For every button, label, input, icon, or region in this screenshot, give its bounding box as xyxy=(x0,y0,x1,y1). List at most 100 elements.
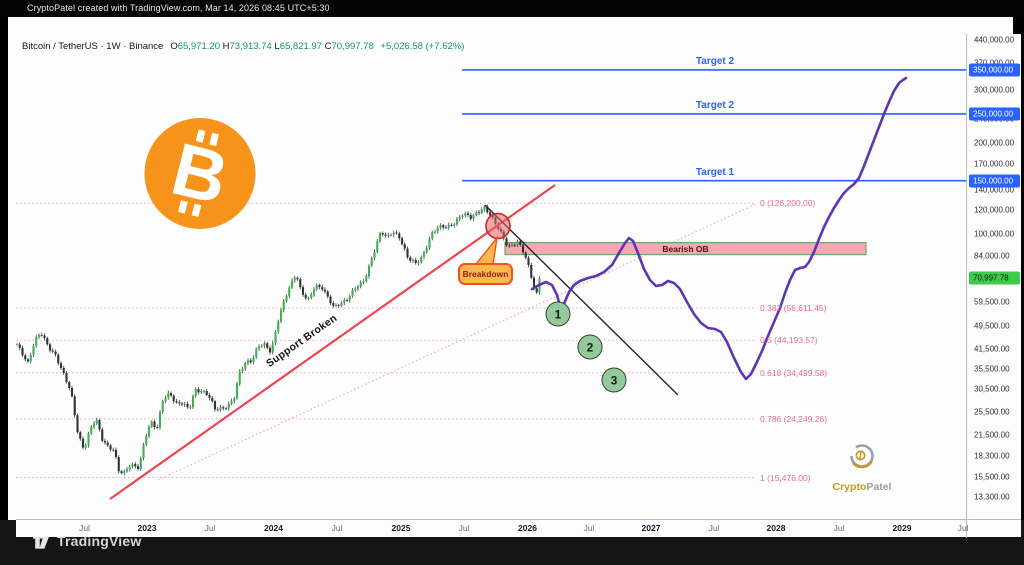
candle-up xyxy=(233,398,236,401)
candle-down xyxy=(519,241,522,245)
candle-down xyxy=(73,396,76,416)
candle-down xyxy=(398,233,401,239)
candle-down xyxy=(224,408,228,410)
fib-level-label[interactable]: 0.382 (56,611.45) xyxy=(760,303,827,314)
breakdown-ellipse[interactable] xyxy=(485,212,511,240)
candle-down xyxy=(486,206,489,213)
price-tick: 84,000.00 xyxy=(974,251,1010,261)
candle-up xyxy=(277,321,280,332)
candle-up xyxy=(35,336,38,347)
fib-level-label[interactable]: 0.786 (24,249.26) xyxy=(760,413,828,424)
candle-down xyxy=(153,421,156,428)
candle-down xyxy=(169,393,173,396)
time-tick-month: Jul xyxy=(458,523,470,533)
candle-down xyxy=(134,464,137,467)
candle-up xyxy=(202,390,206,392)
top-attribution-bar: CryptoPatel created with TradingView.com… xyxy=(0,0,1024,17)
candle-down xyxy=(40,335,43,336)
target-label-1[interactable]: Target 2 xyxy=(695,55,735,67)
symbol-title: Bitcoin / TetherUS · 1W · Binance xyxy=(22,41,164,52)
candle-down xyxy=(54,351,57,355)
candle-up xyxy=(307,297,310,299)
target-label-3[interactable]: Target 1 xyxy=(695,166,735,178)
candle-up xyxy=(158,412,162,428)
candle-down xyxy=(43,335,46,339)
candle-up xyxy=(161,401,164,413)
time-tick-year: 2027 xyxy=(641,523,661,533)
candle-down xyxy=(51,350,54,352)
step-circle-2[interactable]: 2 xyxy=(577,334,603,360)
price-tick: 170,000.00 xyxy=(974,159,1015,169)
time-axis[interactable]: Jul 2023 Jul 2024 Jul 2025 Jul 2026 Jul 2027 Jul 20… xyxy=(16,519,1021,538)
price-tick: 13,300.00 xyxy=(974,492,1010,502)
step-circle-3[interactable]: 3 xyxy=(601,367,627,393)
breakdown-callout[interactable]: Breakdown xyxy=(458,263,513,285)
fib-level-label[interactable]: 0.5 (44,193.57) xyxy=(760,335,818,346)
price-tick: 440,000.00 xyxy=(974,35,1015,45)
time-tick-year: 2026 xyxy=(518,523,537,533)
candle-up xyxy=(461,215,464,218)
symbol-legend[interactable]: Bitcoin / TetherUS · 1W · Binance O65,971… xyxy=(22,41,464,52)
bitcoin-logo-icon: B xyxy=(144,118,256,229)
chart-frame[interactable]: Bitcoin / TetherUS · 1W · Binance O65,971… xyxy=(8,17,1021,538)
candle-down xyxy=(318,285,321,288)
candle-down xyxy=(48,344,52,351)
candle-down xyxy=(409,257,412,261)
candle-up xyxy=(194,389,197,396)
ohlc-value: 65,821.97 xyxy=(279,41,325,52)
price-tick: 200,000.00 xyxy=(974,138,1015,148)
support-broken-label[interactable]: Support Broken xyxy=(264,312,340,370)
candle-up xyxy=(142,444,145,459)
candle-down xyxy=(112,449,115,451)
candle-up xyxy=(147,426,151,436)
support-trendline[interactable] xyxy=(109,184,556,500)
candle-down xyxy=(26,359,30,362)
candle-up xyxy=(310,294,313,298)
candle-up xyxy=(312,289,316,295)
candle-up xyxy=(362,281,365,283)
fib-level-label[interactable]: 0.618 (34,499.58) xyxy=(760,367,828,378)
candle-up xyxy=(447,224,450,228)
price-tick: 300,000.00 xyxy=(974,85,1015,95)
candle-down xyxy=(205,390,208,396)
candle-down xyxy=(337,305,340,307)
candle-down xyxy=(535,288,538,293)
candle-down xyxy=(530,264,533,278)
time-tick-year: 2023 xyxy=(137,523,157,533)
candle-down xyxy=(466,213,470,215)
candle-down xyxy=(521,244,525,253)
candle-up xyxy=(90,426,93,434)
candle-up xyxy=(378,233,382,242)
target-label-2[interactable]: Target 2 xyxy=(695,99,735,111)
candle-up xyxy=(271,343,274,353)
bearish-ob-label[interactable]: Bearish OB xyxy=(662,243,709,254)
candle-up xyxy=(145,435,148,445)
time-tick-year: 2025 xyxy=(391,523,411,533)
candle-down xyxy=(524,252,527,258)
candle-up xyxy=(189,406,192,408)
candle-up xyxy=(183,403,186,405)
breakdown-trendline[interactable] xyxy=(484,204,679,396)
ohlc-value: 65,971.20 xyxy=(177,41,223,52)
time-tick-month: Jul xyxy=(833,523,845,533)
candle-down xyxy=(172,395,175,402)
candle-up xyxy=(356,286,360,289)
time-tick-month: Jul xyxy=(708,523,720,533)
candle-down xyxy=(505,238,508,246)
price-axis[interactable]: 440,000.00370,000.00300,000.00240,000.00… xyxy=(966,34,1021,519)
candle-up xyxy=(279,310,283,322)
candle-down xyxy=(326,291,329,297)
candle-down xyxy=(18,344,21,348)
candle-up xyxy=(241,368,244,372)
candle-down xyxy=(186,403,189,408)
step-circle-1[interactable]: 1 xyxy=(545,301,571,327)
candle-down xyxy=(527,257,530,265)
candle-up xyxy=(340,302,343,306)
fib-level-label[interactable]: 1 (15,476.00) xyxy=(760,472,811,483)
ohlc-key: O xyxy=(170,41,178,52)
fib-level-label[interactable]: 0 (126,200.00) xyxy=(760,198,816,209)
candle-up xyxy=(433,231,437,233)
candle-down xyxy=(403,244,406,249)
candle-down xyxy=(46,338,49,345)
ohlc-key: L xyxy=(274,41,280,52)
